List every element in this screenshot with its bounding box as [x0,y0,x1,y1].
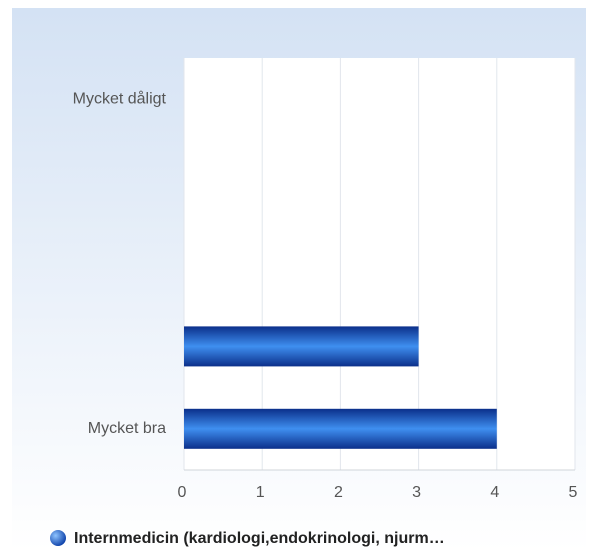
x-tick-label: 2 [334,484,343,501]
bar [184,408,497,449]
plot-area [184,58,575,470]
legend-label: Internmedicin (kardiologi,endokrinologi,… [74,530,445,547]
x-tick-label: 3 [412,484,421,501]
bar [184,326,419,367]
y-tick-label: Mycket bra [88,420,166,437]
x-tick-label: 5 [569,484,578,501]
y-tick-label: Mycket dåligt [73,89,167,107]
x-tick-label: 4 [490,484,499,501]
x-tick-label: 0 [178,484,187,501]
x-tick-label: 1 [256,484,265,501]
legend-marker [50,530,66,546]
